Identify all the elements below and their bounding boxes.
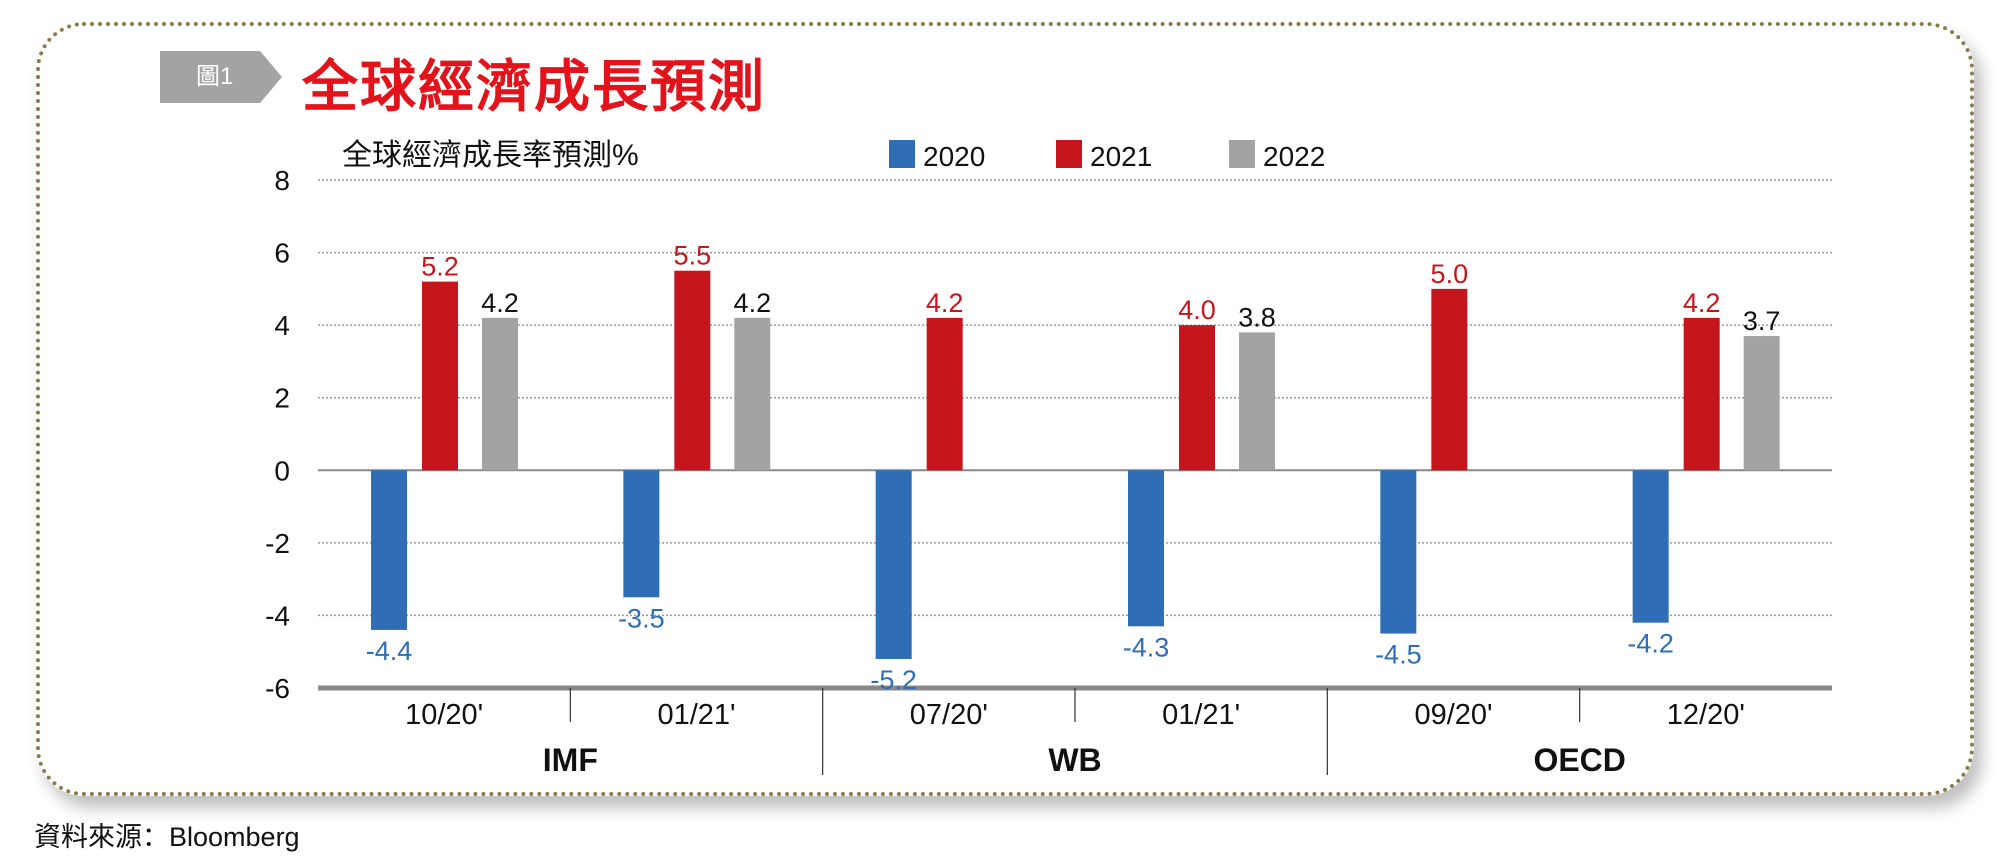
data-label-2020: -3.5 bbox=[618, 603, 665, 633]
bar-2020 bbox=[623, 470, 660, 598]
y-tick-label: 4 bbox=[274, 310, 290, 341]
data-label-2022: 4.2 bbox=[481, 288, 519, 318]
group-label: WB bbox=[1048, 742, 1101, 778]
group-label: IMF bbox=[543, 742, 598, 778]
y-tick-label: -4 bbox=[265, 600, 290, 631]
data-label-2020: -4.3 bbox=[1123, 632, 1170, 662]
x-tick-label: 01/21' bbox=[1162, 699, 1240, 731]
bar-2022 bbox=[482, 317, 518, 471]
bar-2021 bbox=[926, 317, 963, 471]
data-label-2021: 5.2 bbox=[421, 252, 459, 282]
data-label-2021: 4.2 bbox=[1683, 288, 1721, 318]
bar-2022 bbox=[734, 317, 771, 471]
legend-swatch-2020 bbox=[889, 140, 915, 168]
data-label-2022: 4.2 bbox=[734, 288, 772, 318]
data-label-2022: 3.8 bbox=[1238, 302, 1276, 332]
data-label-2020: -5.2 bbox=[870, 665, 917, 695]
bar-2020 bbox=[1632, 470, 1669, 623]
bar-2020 bbox=[371, 470, 407, 630]
legend-swatch-2021 bbox=[1056, 140, 1082, 168]
y-tick-label: -2 bbox=[265, 528, 290, 559]
x-tick-label: 10/20' bbox=[405, 699, 483, 731]
x-tick-label: 09/20' bbox=[1414, 699, 1492, 731]
legend-label-2022: 2022 bbox=[1263, 141, 1325, 172]
data-label-2021: 5.0 bbox=[1431, 259, 1469, 289]
legend-label-2021: 2021 bbox=[1090, 141, 1152, 172]
legend-swatch-2022 bbox=[1229, 140, 1255, 168]
y-tick-label: -6 bbox=[265, 673, 290, 704]
y-tick-label: 2 bbox=[274, 383, 290, 414]
figure-badge: 圖1 bbox=[160, 51, 282, 103]
chart-title: 全球經濟成長預測 bbox=[302, 54, 766, 120]
bar-2020 bbox=[875, 470, 912, 659]
x-tick-label: 07/20' bbox=[910, 699, 988, 731]
bar-2020 bbox=[1128, 470, 1164, 627]
bar-2021 bbox=[1683, 317, 1720, 471]
group-label: OECD bbox=[1533, 742, 1625, 778]
source-note: 資料來源：Bloomberg bbox=[34, 822, 300, 852]
y-tick-label: 0 bbox=[274, 455, 290, 486]
y-tick-label: 8 bbox=[274, 165, 290, 196]
data-label-2021: 4.2 bbox=[926, 288, 964, 318]
legend-label-2020: 2020 bbox=[923, 141, 985, 172]
x-tick-label: 12/20' bbox=[1667, 699, 1745, 731]
data-label-2022: 3.7 bbox=[1743, 306, 1781, 336]
bar-2022 bbox=[1239, 332, 1275, 471]
bar-2021 bbox=[674, 270, 711, 471]
data-label-2021: 5.5 bbox=[674, 241, 712, 271]
y-axis-title: 全球經濟成長率預測% bbox=[342, 139, 639, 172]
bar-2021 bbox=[1431, 288, 1468, 471]
x-tick-label: 01/21' bbox=[657, 699, 735, 731]
bar-2021 bbox=[422, 281, 458, 471]
data-label-2021: 4.0 bbox=[1178, 295, 1216, 325]
bar-2020 bbox=[1380, 470, 1417, 634]
bar-2022 bbox=[1743, 336, 1780, 471]
y-tick-label: 6 bbox=[274, 238, 290, 269]
chart-card bbox=[36, 22, 1974, 796]
bar-2021 bbox=[1179, 325, 1215, 471]
data-label-2020: -4.4 bbox=[366, 636, 413, 666]
data-label-2020: -4.2 bbox=[1627, 629, 1674, 659]
data-label-2020: -4.5 bbox=[1375, 640, 1422, 670]
